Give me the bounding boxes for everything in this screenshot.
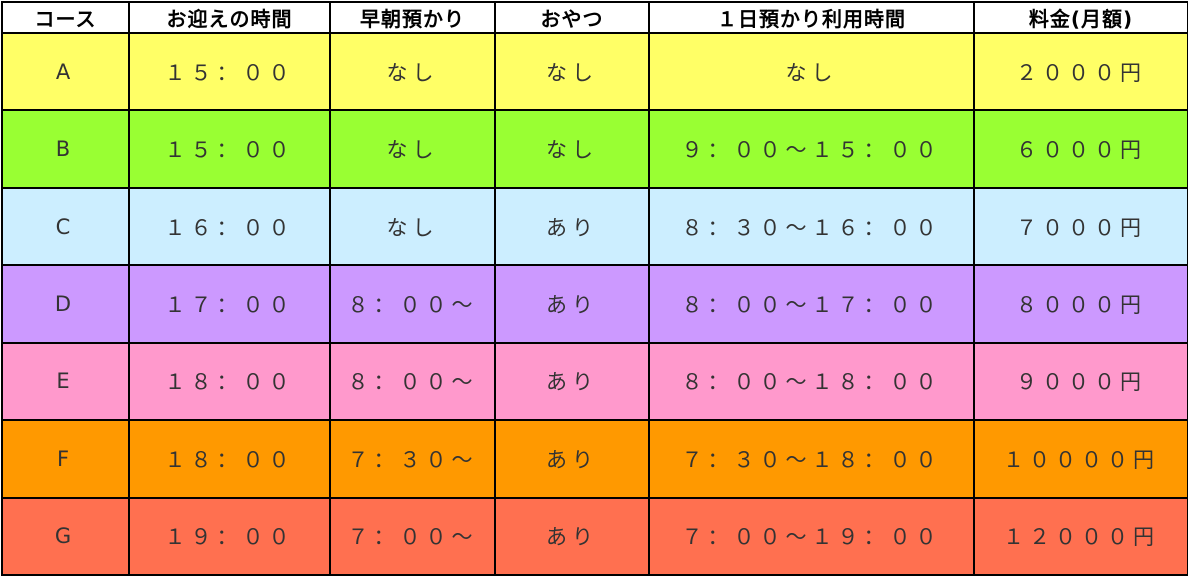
table-row: B １５：００ なし なし ９：００～１５：００ ６０００円 bbox=[1, 109, 1188, 189]
table-cell: なし bbox=[494, 109, 650, 189]
table-cell: １００００円 bbox=[973, 419, 1188, 499]
table-cell: あり bbox=[494, 419, 650, 499]
header-row: コース お迎えの時間 早朝預かり おやつ １日預かり利用時間 料金(月額) bbox=[1, 1, 1188, 34]
table-cell: ９：００～１５：００ bbox=[648, 109, 975, 189]
table-cell: あり bbox=[494, 341, 650, 422]
table-cell: ７：３０～ bbox=[329, 419, 496, 499]
table-cell: C bbox=[1, 186, 130, 267]
table-cell: ９０００円 bbox=[973, 341, 1188, 422]
table-cell: ８：３０～１６：００ bbox=[648, 186, 975, 267]
table-cell: なし bbox=[329, 109, 496, 189]
table-cell: あり bbox=[494, 496, 650, 577]
table-cell: なし bbox=[494, 31, 650, 112]
header-cell: おやつ bbox=[494, 1, 650, 34]
table-cell: １８：００ bbox=[128, 341, 331, 422]
header-cell: コース bbox=[1, 1, 130, 34]
table-cell: １６：００ bbox=[128, 186, 331, 267]
table-cell: ８：００～ bbox=[329, 264, 496, 344]
table-cell: ７：３０～１８：００ bbox=[648, 419, 975, 499]
table-cell: ８：００～１８：００ bbox=[648, 341, 975, 422]
table-body: A １５：００ なし なし なし ２０００円 B １５：００ なし なし ９：００～１５：００ ６００… bbox=[1, 31, 1188, 577]
table-cell: なし bbox=[329, 31, 496, 112]
table-cell: ７：００～ bbox=[329, 496, 496, 577]
header-cell: お迎えの時間 bbox=[128, 1, 331, 34]
table-cell: ８：００～１７：００ bbox=[648, 264, 975, 344]
table-cell: E bbox=[1, 341, 130, 422]
table-row: F １８：００ ７：３０～ あり ７：３０～１８：００ １００００円 bbox=[1, 419, 1188, 499]
table-cell: D bbox=[1, 264, 130, 344]
table-cell: ８０００円 bbox=[973, 264, 1188, 344]
table-cell: １５：００ bbox=[128, 109, 331, 189]
table-cell: ６０００円 bbox=[973, 109, 1188, 189]
table-cell: あり bbox=[494, 186, 650, 267]
header-cell: 料金(月額) bbox=[973, 1, 1188, 34]
table-cell: １５：００ bbox=[128, 31, 331, 112]
table-row: D １７：００ ８：００～ あり ８：００～１７：００ ８０００円 bbox=[1, 264, 1188, 344]
table-cell: ７０００円 bbox=[973, 186, 1188, 267]
table-row: E １８：００ ８：００～ あり ８：００～１８：００ ９０００円 bbox=[1, 341, 1188, 422]
table-cell: ２０００円 bbox=[973, 31, 1188, 112]
table-cell: ７：００～１９：００ bbox=[648, 496, 975, 577]
table-cell: なし bbox=[329, 186, 496, 267]
header-cell: 早朝預かり bbox=[329, 1, 496, 34]
header-cell: １日預かり利用時間 bbox=[648, 1, 975, 34]
table-row: C １６：００ なし あり ８：３０～１６：００ ７０００円 bbox=[1, 186, 1188, 267]
table-cell: １９：００ bbox=[128, 496, 331, 577]
table-cell: １８：００ bbox=[128, 419, 331, 499]
table-cell: A bbox=[1, 31, 130, 112]
table-cell: ８：００～ bbox=[329, 341, 496, 422]
table-cell: B bbox=[1, 109, 130, 189]
table-row: A １５：００ なし なし なし ２０００円 bbox=[1, 31, 1188, 112]
table-cell: １７：００ bbox=[128, 264, 331, 344]
table-cell: G bbox=[1, 496, 130, 577]
table-cell: １２０００円 bbox=[973, 496, 1188, 577]
table-cell: なし bbox=[648, 31, 975, 112]
table-row: G １９：００ ７：００～ あり ７：００～１９：００ １２０００円 bbox=[1, 496, 1188, 577]
table-cell: あり bbox=[494, 264, 650, 344]
table-cell: F bbox=[1, 419, 130, 499]
